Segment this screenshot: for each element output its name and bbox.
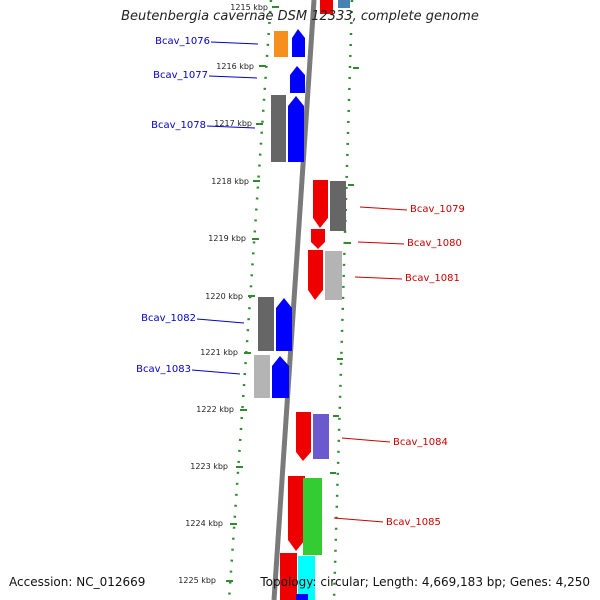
gene-label-bcav-1083[interactable]: Bcav_1083 bbox=[136, 364, 191, 375]
gene-bcav-1078[interactable] bbox=[288, 96, 304, 162]
gene-bcav-1076[interactable] bbox=[274, 31, 288, 57]
gene-partial-red-bottom[interactable] bbox=[280, 553, 297, 600]
scale-label: 1224 kbp bbox=[185, 519, 223, 528]
scale-label: 1219 kbp bbox=[208, 234, 246, 243]
scale-label: 1217 kbp bbox=[214, 119, 252, 128]
right-dotted-rail bbox=[332, 0, 354, 600]
gene-bcav-1081[interactable] bbox=[308, 250, 323, 300]
scale-label: 1225 kbp bbox=[178, 576, 216, 585]
gene-bcav-1076-blue[interactable] bbox=[292, 29, 305, 57]
gene-label-bcav-1084[interactable]: Bcav_1084 bbox=[393, 437, 448, 448]
scale-label: 1220 kbp bbox=[205, 292, 243, 301]
gene-partial-cyan-bottom[interactable] bbox=[298, 556, 315, 600]
gene-bcav-1079-gray[interactable] bbox=[330, 181, 346, 231]
scale-label: 1221 kbp bbox=[200, 348, 238, 357]
gene-bcav-1080[interactable] bbox=[311, 229, 325, 249]
gene-label-bcav-1082[interactable]: Bcav_1082 bbox=[141, 313, 196, 324]
scale-label: 1218 kbp bbox=[211, 177, 249, 186]
gene-label-bcav-1076[interactable]: Bcav_1076 bbox=[155, 36, 210, 47]
callout-lines bbox=[191, 41, 408, 523]
gene-bcav-1082[interactable] bbox=[276, 298, 292, 351]
genome-backbone bbox=[271, 0, 317, 600]
gene-label-bcav-1080[interactable]: Bcav_1080 bbox=[407, 238, 462, 249]
gene-partial-red[interactable] bbox=[320, 0, 333, 14]
gene-label-bcav-1079[interactable]: Bcav_1079 bbox=[410, 204, 465, 215]
gene-bcav-1078-gray[interactable] bbox=[271, 95, 286, 162]
gene-bcav-1079[interactable] bbox=[313, 180, 328, 228]
gene-bcav-1077[interactable] bbox=[290, 66, 305, 93]
scale-label: 1222 kbp bbox=[196, 405, 234, 414]
gene-bcav-1081-gray[interactable] bbox=[325, 251, 342, 300]
gene-labels: Bcav_1076 Bcav_1077 Bcav_1078 Bcav_1079 … bbox=[136, 36, 465, 528]
gene-label-bcav-1077[interactable]: Bcav_1077 bbox=[153, 70, 208, 81]
gene-bcav-1084-red[interactable] bbox=[296, 412, 311, 461]
scale-group: 1215 kbp 1216 kbp 1217 kbp 1218 kbp 1219… bbox=[178, 3, 279, 585]
gene-group-left bbox=[254, 0, 350, 398]
gene-partial-steel[interactable] bbox=[338, 0, 350, 8]
left-dotted-rail bbox=[227, 0, 273, 600]
gene-bcav-1082-gray[interactable] bbox=[258, 297, 274, 351]
gene-bcav-1085[interactable] bbox=[303, 478, 322, 555]
gene-bcav-1083[interactable] bbox=[272, 356, 289, 398]
gene-label-bcav-1081[interactable]: Bcav_1081 bbox=[405, 273, 460, 284]
genome-title: Beutenbergia cavernae DSM 12333, complet… bbox=[121, 9, 479, 24]
gene-bcav-1084[interactable] bbox=[313, 414, 329, 459]
gene-label-bcav-1078[interactable]: Bcav_1078 bbox=[151, 120, 206, 131]
gene-bcav-1085-red[interactable] bbox=[288, 476, 305, 551]
accession-text: Accession: NC_012669 bbox=[9, 575, 146, 589]
scale-label: 1216 kbp bbox=[216, 62, 254, 71]
scale-label: 1215 kbp bbox=[230, 3, 268, 12]
gene-partial-blue-bottom[interactable] bbox=[296, 594, 308, 600]
gene-label-bcav-1085[interactable]: Bcav_1085 bbox=[386, 517, 441, 528]
topology-text: Topology: circular; Length: 4,669,183 bp… bbox=[260, 575, 590, 589]
gene-group-right bbox=[280, 180, 346, 600]
gene-bcav-1083-gray[interactable] bbox=[254, 355, 270, 398]
right-rail-ticks bbox=[330, 67, 359, 474]
scale-label: 1223 kbp bbox=[190, 462, 228, 471]
